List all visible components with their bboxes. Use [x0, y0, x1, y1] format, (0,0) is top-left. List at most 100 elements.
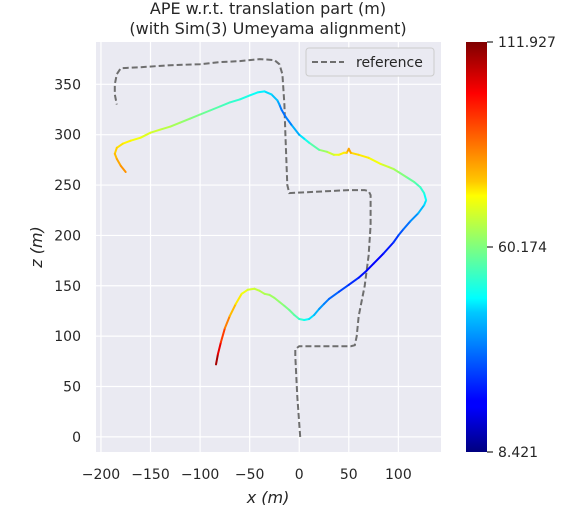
- estimate-segment: [284, 115, 293, 126]
- estimate-segment: [240, 288, 249, 295]
- estimate-segment: [326, 150, 335, 156]
- estimate-segment: [113, 146, 118, 155]
- estimate-segment: [372, 252, 385, 265]
- estimate-segment: [328, 290, 340, 300]
- estimate-segment: [303, 137, 311, 144]
- plot-area: [96, 42, 441, 452]
- estimate-segment: [219, 327, 226, 344]
- x-tick-labels: −200 −150 −100 −50 0 50 100: [82, 467, 412, 483]
- estimate-segment: [248, 91, 259, 97]
- estimate-segment: [115, 157, 122, 167]
- colorbar-tick-label: 60.174: [498, 240, 547, 256]
- estimate-segment: [347, 276, 360, 286]
- y-tick-label: 300: [54, 128, 81, 144]
- y-tick-labels: 0 50 100 150 200 250 300 350: [54, 77, 81, 446]
- estimate-segment: [263, 90, 273, 96]
- y-tick-label: 250: [54, 178, 81, 194]
- estimate-segment: [367, 156, 382, 165]
- x-tick-label: −50: [235, 467, 265, 483]
- estimate-segment: [382, 241, 395, 255]
- estimate-segment: [179, 117, 192, 124]
- grid-lines: [96, 42, 441, 452]
- x-tick-label: −100: [181, 467, 219, 483]
- estimate-segment: [298, 133, 306, 140]
- estimate-segment: [308, 141, 321, 151]
- estimate-segment: [409, 212, 420, 223]
- estimate-segment: [121, 139, 132, 145]
- estimate-segment: [288, 309, 296, 316]
- estimate-segment: [318, 148, 328, 153]
- y-tick-label: 50: [63, 380, 81, 396]
- y-axis-label: z (m): [27, 226, 46, 269]
- estimate-segment: [273, 296, 281, 303]
- estimate-segment: [256, 90, 266, 94]
- estimate-segment: [290, 123, 301, 136]
- estimate-segment: [270, 93, 279, 102]
- estimate-segment: [419, 186, 426, 195]
- reference-trajectory: [113, 58, 372, 437]
- colorbar: 8.421 60.174 111.927: [466, 35, 556, 461]
- estimate-segment: [397, 171, 408, 178]
- estimate-trajectory: [113, 90, 428, 366]
- estimate-segment: [215, 353, 219, 366]
- estimate-segment: [283, 304, 291, 311]
- colorbar-ticks: 8.421 60.174 111.927: [487, 35, 556, 461]
- x-tick-label: 50: [340, 467, 358, 483]
- estimate-segment: [189, 113, 202, 120]
- estimate-segment: [318, 302, 325, 310]
- estimate-segment: [159, 125, 172, 131]
- legend-reference-label: reference: [356, 55, 423, 71]
- y-tick-label: 350: [54, 77, 81, 93]
- estimate-segment: [238, 94, 251, 101]
- estimate-segment: [139, 131, 152, 139]
- y-tick-label: 150: [54, 279, 81, 295]
- estimate-segment: [209, 105, 221, 112]
- chart-subtitle: (with Sim(3) Umeyama alignment): [129, 19, 406, 38]
- estimate-segment: [357, 153, 370, 159]
- estimate-segment: [323, 297, 330, 305]
- estimate-segment: [115, 142, 124, 149]
- colorbar-tick-label: 111.927: [498, 35, 556, 51]
- estimate-segment: [218, 101, 231, 108]
- x-tick-label: −150: [131, 467, 169, 483]
- reference-line: [113, 58, 372, 437]
- estimate-segment: [405, 176, 416, 183]
- estimate-segment: [365, 262, 375, 272]
- estimate-segment: [216, 341, 222, 356]
- estimate-segment: [169, 121, 182, 128]
- estimate-segment: [402, 220, 412, 231]
- estimate-segment: [228, 302, 237, 317]
- estimate-segment: [313, 308, 321, 316]
- colorbar-tick-label: 8.421: [498, 445, 538, 461]
- estimate-segment: [119, 164, 127, 173]
- y-tick-label: 100: [54, 329, 81, 345]
- estimate-segment: [278, 300, 286, 307]
- estimate-segment: [308, 314, 316, 320]
- estimate-segment: [357, 269, 368, 279]
- estimate-segment: [228, 98, 241, 104]
- estimate-segment: [379, 162, 390, 168]
- estimate-segment: [417, 204, 426, 215]
- chart-title: APE w.r.t. translation part (m): [150, 0, 386, 18]
- y-tick-label: 200: [54, 228, 81, 244]
- x-axis-label: x (m): [246, 488, 290, 505]
- colorbar-gradient: [466, 42, 487, 452]
- estimate-segment: [246, 287, 256, 291]
- estimate-segment: [199, 109, 211, 116]
- estimate-segment: [223, 315, 231, 330]
- estimate-segment: [397, 228, 405, 237]
- legend-box: [305, 47, 435, 77]
- y-tick-label: 0: [72, 430, 81, 446]
- x-tick-label: 0: [295, 467, 304, 483]
- estimate-segment: [293, 314, 301, 320]
- estimate-segment: [423, 192, 428, 202]
- estimate-segment: [337, 283, 350, 293]
- legend: reference: [305, 47, 435, 77]
- estimate-segment: [149, 128, 162, 134]
- estimate-segment: [349, 151, 360, 156]
- x-tick-label: 100: [385, 467, 412, 483]
- estimate-segment: [234, 292, 243, 305]
- x-tick-label: −200: [82, 467, 120, 483]
- estimate-segment: [392, 234, 400, 244]
